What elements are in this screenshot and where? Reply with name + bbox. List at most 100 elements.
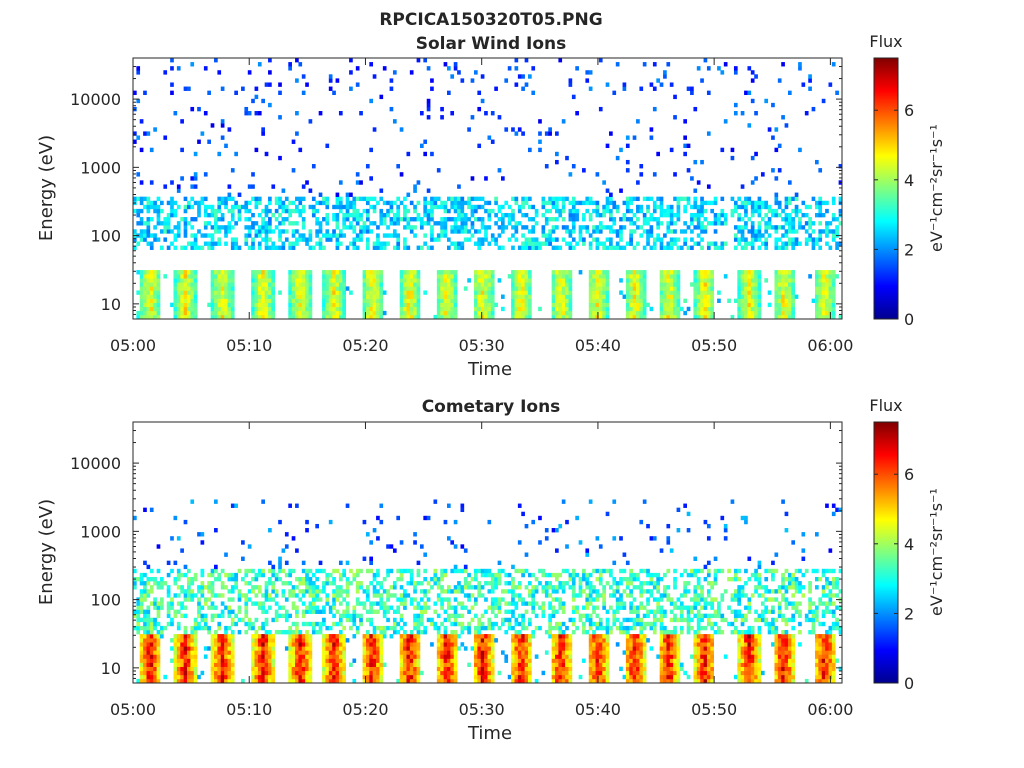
heatmap-cell [794,196,799,202]
heatmap-cell [335,282,340,287]
heatmap-cell [207,241,211,246]
heatmap-cell [362,634,367,639]
heatmap-cell [133,609,137,614]
heatmap-cell [295,314,299,320]
heatmap-cell [183,294,188,299]
heatmap-cell [656,233,660,238]
heatmap-cell [825,278,829,283]
heatmap-cell [254,678,259,684]
heatmap-cell [457,200,461,206]
heatmap-cell [251,670,255,676]
heatmap-cell [480,225,485,230]
heatmap-cell [166,221,171,226]
heatmap-cell [203,621,208,627]
heatmap-cell [149,654,154,659]
heatmap-cell [288,650,292,655]
heatmap-cell [153,621,157,627]
heatmap-cell [372,609,377,614]
heatmap-cell [555,196,559,202]
heatmap-cell [825,241,829,246]
heatmap-cell [372,208,377,214]
heatmap-cell [254,111,259,116]
heatmap-cell [257,674,262,680]
heatmap-cell [791,290,796,295]
heatmap-cell [423,58,428,63]
heatmap-cell [203,111,208,116]
heatmap-cell [369,642,374,647]
heatmap-cell [268,678,272,684]
heatmap-cell [298,674,303,680]
heatmap-cell [268,642,272,647]
heatmap-cell [555,290,559,295]
heatmap-cell [629,286,633,291]
heatmap-cell [376,609,380,614]
heatmap-cell [335,196,340,202]
heatmap-cell [203,613,208,619]
heatmap-cell [146,131,151,136]
heatmap-cell [747,217,752,222]
heatmap-cell [497,233,502,238]
heatmap-cell [342,678,346,684]
heatmap-cell [298,302,303,308]
heatmap-cell [227,658,232,663]
heatmap-cell [230,642,235,647]
heatmap-cell [379,274,384,279]
heatmap-cell [814,270,819,275]
heatmap-cell [257,290,262,295]
heatmap-cell [261,605,265,610]
heatmap-cell [784,221,789,226]
heatmap-cell [774,212,779,218]
heatmap-cell [136,601,141,606]
heatmap-cell [305,585,309,590]
heatmap-cell [446,670,451,676]
heatmap-cell [474,597,478,602]
heatmap-cell [389,204,394,210]
heatmap-cell [399,670,404,676]
heatmap-cell [365,294,370,299]
heatmap-cell [234,237,238,242]
heatmap-cell [251,568,255,574]
heatmap-cell [555,204,559,210]
heatmap-cell [514,314,519,320]
heatmap-cell [551,225,556,230]
heatmap-cell [787,310,792,316]
heatmap-cell [261,270,265,275]
heatmap-cell [555,131,559,136]
heatmap-cell [693,302,698,308]
heatmap-cell [825,314,829,320]
heatmap-cell [433,576,438,582]
heatmap-cell [298,654,303,659]
heatmap-cell [244,601,249,606]
heatmap-cell [409,674,414,680]
heatmap-cell [406,568,411,574]
heatmap-cell [703,290,708,295]
heatmap-cell [342,650,346,655]
heatmap-cell [777,212,782,218]
heatmap-cell [389,544,394,549]
heatmap-cell [149,282,154,287]
heatmap-cell [271,212,276,218]
heatmap-cell [379,519,384,525]
heatmap-cell [190,581,195,586]
heatmap-cell [251,621,255,627]
heatmap-cell [234,245,238,250]
heatmap-cell [821,298,826,303]
heatmap-cell [230,241,235,246]
heatmap-cell [457,208,461,214]
heatmap-cell [200,233,205,238]
heatmap-cell [663,270,667,275]
heatmap-cell [180,245,184,250]
heatmap-cell [497,204,502,210]
heatmap-cell [268,196,272,202]
heatmap-cell [362,274,367,279]
heatmap-cell [524,245,529,250]
heatmap-cell [673,282,677,287]
heatmap-cell [325,593,330,598]
heatmap-cell [139,597,144,602]
heatmap-cell [470,605,475,610]
heatmap-cell [494,212,498,218]
heatmap-cell [551,196,556,202]
heatmap-cell [315,629,319,635]
heatmap-cell [217,70,222,75]
heatmap-cell [453,564,458,570]
